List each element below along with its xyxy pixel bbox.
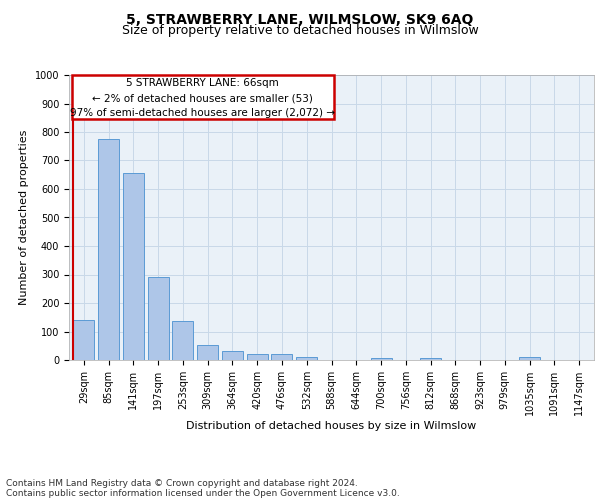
Y-axis label: Number of detached properties: Number of detached properties xyxy=(19,130,29,305)
Text: Contains HM Land Registry data © Crown copyright and database right 2024.: Contains HM Land Registry data © Crown c… xyxy=(6,478,358,488)
FancyBboxPatch shape xyxy=(71,75,334,119)
Bar xyxy=(197,345,218,360)
Bar xyxy=(519,357,540,360)
X-axis label: Distribution of detached houses by size in Wilmslow: Distribution of detached houses by size … xyxy=(187,420,476,430)
Bar xyxy=(247,354,268,360)
Bar xyxy=(371,358,392,360)
Bar xyxy=(172,321,193,360)
Text: 5, STRAWBERRY LANE, WILMSLOW, SK9 6AQ: 5, STRAWBERRY LANE, WILMSLOW, SK9 6AQ xyxy=(127,12,473,26)
Bar xyxy=(296,357,317,360)
Bar xyxy=(271,354,292,360)
Text: 5 STRAWBERRY LANE: 66sqm: 5 STRAWBERRY LANE: 66sqm xyxy=(127,78,279,88)
Text: ← 2% of detached houses are smaller (53): ← 2% of detached houses are smaller (53) xyxy=(92,94,313,104)
Bar xyxy=(148,278,169,360)
Bar xyxy=(123,174,144,360)
Bar xyxy=(420,358,441,360)
Text: Contains public sector information licensed under the Open Government Licence v3: Contains public sector information licen… xyxy=(6,488,400,498)
Text: Size of property relative to detached houses in Wilmslow: Size of property relative to detached ho… xyxy=(122,24,478,37)
Bar xyxy=(98,139,119,360)
Bar xyxy=(73,320,94,360)
Text: 97% of semi-detached houses are larger (2,072) →: 97% of semi-detached houses are larger (… xyxy=(70,108,335,118)
Bar xyxy=(222,352,243,360)
